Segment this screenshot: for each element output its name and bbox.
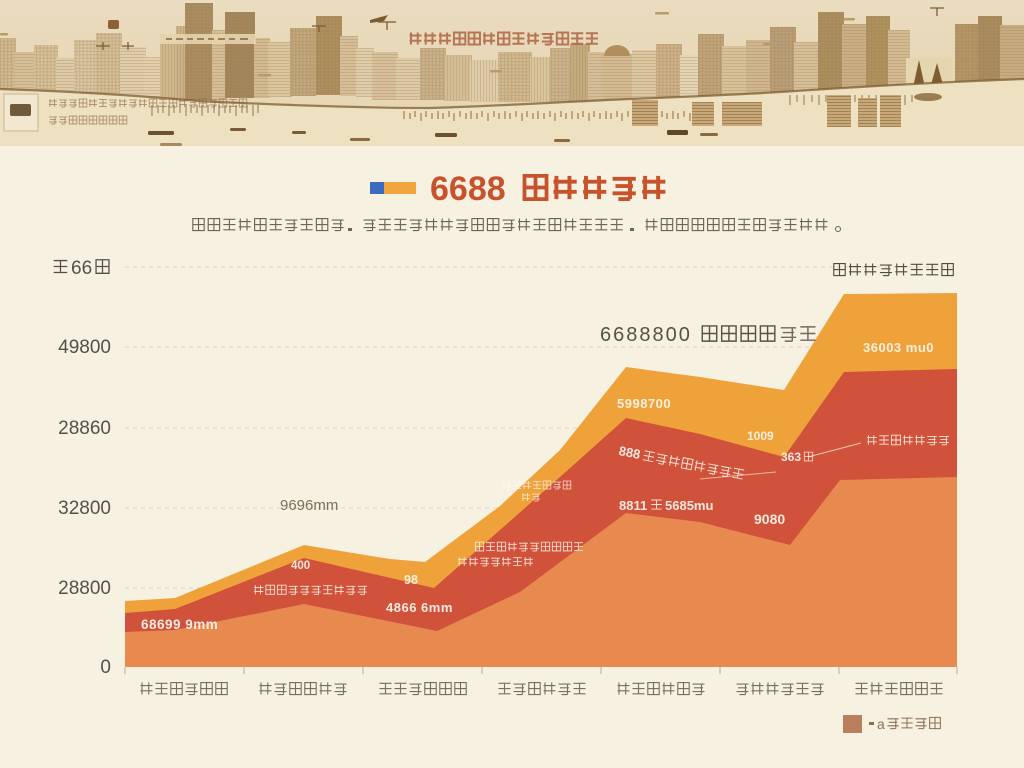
svg-text:98: 98 (404, 573, 418, 587)
svg-text:8811: 8811 (619, 498, 647, 513)
svg-text:9696mm: 9696mm (280, 497, 338, 514)
svg-text:68699 9mm: 68699 9mm (141, 617, 218, 632)
svg-text:6688800: 6688800 (600, 324, 692, 346)
svg-text:5685mu: 5685mu (665, 498, 713, 513)
svg-text:66: 66 (71, 258, 92, 279)
svg-text:49800: 49800 (58, 337, 111, 358)
svg-text:0: 0 (100, 657, 111, 678)
svg-text:28800: 28800 (58, 578, 111, 599)
svg-text:36003 mu0: 36003 mu0 (863, 340, 934, 355)
svg-text:9080: 9080 (754, 511, 785, 527)
svg-text:888: 888 (618, 443, 642, 462)
svg-text:28860: 28860 (58, 418, 111, 439)
svg-text:6688: 6688 (430, 170, 506, 208)
svg-text:4866 6mm: 4866 6mm (386, 600, 453, 615)
svg-text:a: a (877, 716, 885, 732)
svg-text:1009: 1009 (747, 429, 774, 443)
svg-text:5998700: 5998700 (617, 396, 671, 411)
svg-text:400: 400 (291, 560, 310, 572)
svg-text:363: 363 (781, 450, 801, 464)
svg-text:32800: 32800 (58, 498, 111, 519)
